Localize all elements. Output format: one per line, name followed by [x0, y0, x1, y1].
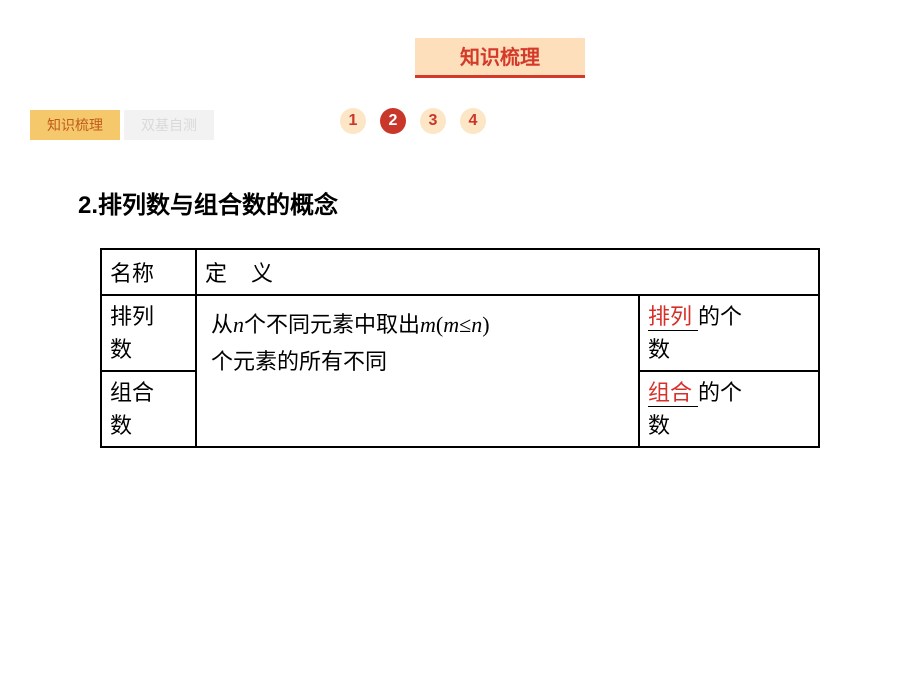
table-header-row: 名称 定义	[101, 249, 819, 295]
content-area: 2.排列数与组合数的概念 名称 定义 排列 数 从n个不同元素中取出m(m≤n)…	[70, 185, 850, 448]
def-n: n	[233, 312, 244, 337]
definition-cell: 从n个不同元素中取出m(m≤n) 个元素的所有不同	[196, 295, 639, 447]
row1-name-l1: 排列	[110, 304, 154, 329]
section-heading: 排列数与组合数的概念	[98, 192, 338, 219]
def-pre: 从	[211, 312, 233, 337]
concept-table: 名称 定义 排列 数 从n个不同元素中取出m(m≤n) 个元素的所有不同 排列的…	[100, 248, 820, 448]
num-tab-3[interactable]: 3	[420, 108, 446, 134]
row1-suffix: 的个	[698, 304, 742, 329]
def-paren-close: )	[482, 312, 489, 337]
banner-title: 知识梳理	[415, 38, 585, 78]
row2-name-l2: 数	[110, 413, 132, 438]
row1-l2: 数	[648, 337, 670, 362]
table-row: 排列 数 从n个不同元素中取出m(m≤n) 个元素的所有不同 排列的个 数	[101, 295, 819, 371]
def-n2: n	[471, 312, 482, 337]
def-mid1: 个不同元素中取出	[244, 312, 420, 337]
row2-l2: 数	[648, 413, 670, 438]
row2-right: 组合的个 数	[639, 371, 819, 447]
side-tabs: 知识梳理 双基自测	[30, 110, 214, 140]
header-def: 定义	[196, 249, 819, 295]
num-tab-1[interactable]: 1	[340, 108, 366, 134]
row1-right: 排列的个 数	[639, 295, 819, 371]
side-tab-knowledge[interactable]: 知识梳理	[30, 110, 120, 140]
def-m1: m	[420, 312, 436, 337]
row2-name: 组合 数	[101, 371, 196, 447]
section-number: 2	[78, 192, 91, 219]
row1-keyword: 排列	[648, 304, 698, 331]
def-le: ≤	[459, 312, 471, 337]
row1-name-l2: 数	[110, 337, 132, 362]
def-m2: m	[443, 312, 459, 337]
section-title: 2.排列数与组合数的概念	[78, 185, 850, 220]
row2-keyword: 组合	[648, 380, 698, 407]
row2-suffix: 的个	[698, 380, 742, 405]
num-tab-4[interactable]: 4	[460, 108, 486, 134]
row1-name: 排列 数	[101, 295, 196, 371]
num-tab-2[interactable]: 2	[380, 108, 406, 134]
number-tabs: 1 2 3 4	[340, 108, 486, 134]
side-tab-selftest[interactable]: 双基自测	[124, 110, 214, 140]
def-line2: 个元素的所有不同	[211, 349, 387, 374]
header-name: 名称	[101, 249, 196, 295]
row2-name-l1: 组合	[110, 380, 154, 405]
